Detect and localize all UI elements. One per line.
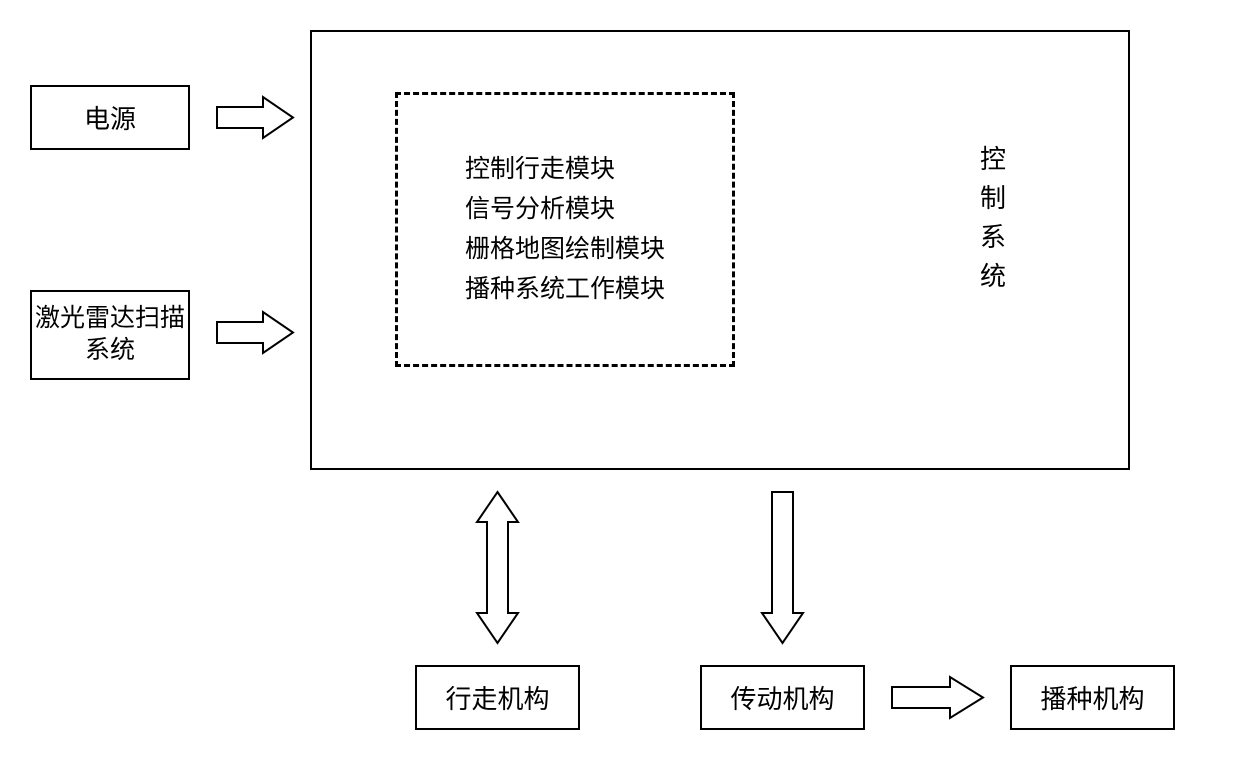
arrow-transmission-to-seeding — [890, 675, 985, 720]
arrow-power-to-control — [215, 95, 295, 140]
module-item: 栅格地图绘制模块 — [465, 230, 665, 270]
ctrl-label-char3: 系 — [980, 218, 1006, 257]
control-system-label: 控 制 系 统 — [980, 140, 1006, 296]
walking-mechanism-box: 行走机构 — [415, 665, 580, 730]
transmission-mechanism-box: 传动机构 — [700, 665, 865, 730]
power-box: 电源 — [30, 85, 190, 150]
walking-label: 行走机构 — [445, 679, 549, 716]
ctrl-label-char2: 制 — [980, 179, 1006, 218]
transmission-label: 传动机构 — [730, 679, 834, 716]
lidar-label: 激光雷达扫描系统 — [32, 303, 188, 368]
module-list: 控制行走模块 信号分析模块 栅格地图绘制模块 播种系统工作模块 — [465, 150, 665, 310]
power-label: 电源 — [84, 99, 136, 136]
ctrl-label-char1: 控 — [980, 140, 1006, 179]
lidar-box: 激光雷达扫描系统 — [30, 290, 190, 380]
arrow-lidar-to-control — [215, 310, 295, 355]
module-item: 播种系统工作模块 — [465, 270, 665, 310]
module-list-box: 控制行走模块 信号分析模块 栅格地图绘制模块 播种系统工作模块 — [395, 92, 735, 367]
module-item: 控制行走模块 — [465, 150, 665, 190]
seeding-mechanism-box: 播种机构 — [1010, 665, 1175, 730]
arrow-control-to-walking — [475, 490, 520, 645]
arrow-control-to-transmission — [760, 490, 805, 645]
seeding-label: 播种机构 — [1040, 679, 1144, 716]
module-item: 信号分析模块 — [465, 190, 665, 230]
ctrl-label-char4: 统 — [980, 257, 1006, 296]
